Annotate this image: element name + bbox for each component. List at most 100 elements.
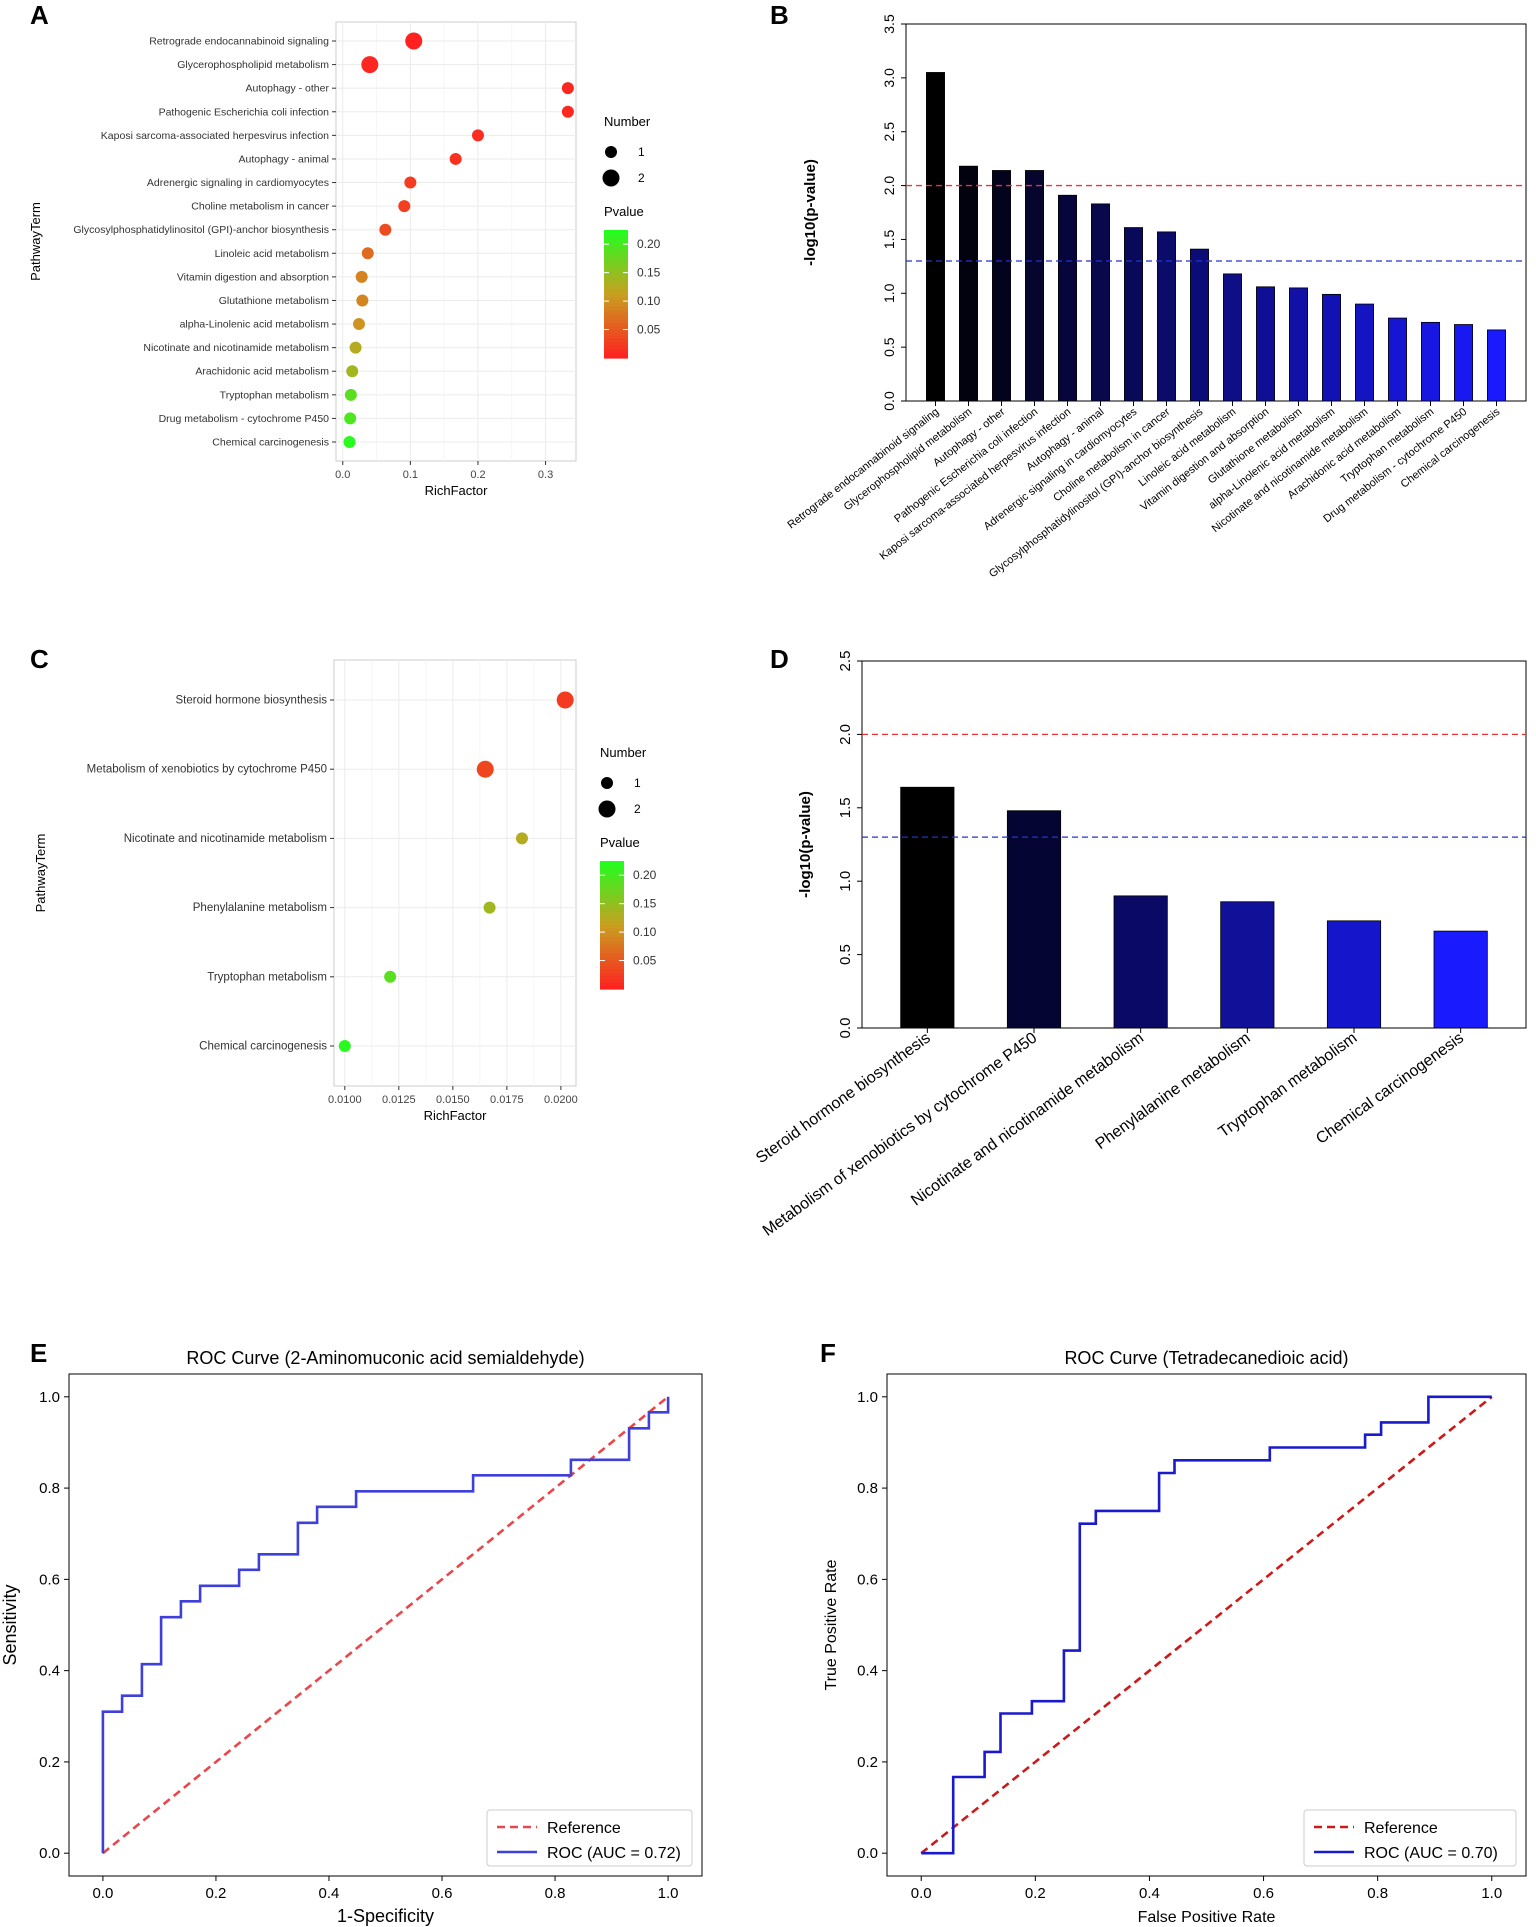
colorbar-segment [600,909,624,913]
colorbar-segment [604,300,628,305]
size-legend-label: 2 [638,171,645,185]
colorbar-segment [604,306,628,311]
panel-label-a: A [30,0,49,30]
colorbar-segment [604,322,628,327]
bubble-point [338,1040,351,1052]
bar [1058,194,1077,402]
pathway-term-label: Glycerophospholipid metabolism [177,59,329,71]
bar [1220,901,1275,1029]
y-tick-label: 0.6 [857,1571,878,1588]
bubble-point [471,129,484,142]
colorbar-tick-label: 0.05 [637,323,661,337]
y-tick-label: 0.8 [857,1480,878,1497]
x-tick-label: 1.0 [658,1885,679,1902]
y-tick-label: 0.5 [837,944,854,965]
y-tick-label: 0.0 [837,1018,854,1039]
x-tick-label: 0.2 [470,469,485,481]
y-tick-label: 0.5 [881,337,897,357]
colorbar-segment [604,258,628,263]
colorbar-segment [604,268,628,273]
y-tick-label: 0.2 [857,1754,878,1771]
x-tick-label: 0.0125 [382,1094,416,1106]
pathway-term-label: Tryptophan metabolism [207,971,327,983]
colorbar-segment [604,287,628,292]
colorbar-segment [600,899,624,904]
colorbar-segment [600,963,624,968]
pathway-term-label: Adrenergic signaling in cardiomyocytes [147,177,329,189]
colorbar-segment [604,316,628,321]
colorbar-segment [604,342,628,346]
x-category-label: Steroid hormone biosynthesis [753,1029,934,1167]
bar [1355,303,1374,402]
pathway-term-label: Nicotinate and nicotinamide metabolism [143,342,329,354]
panel-label-e: E [30,1338,47,1368]
bar [1113,895,1168,1029]
size-legend-title: Number [604,114,651,129]
pathway-term-label: Choline metabolism in cancer [191,201,329,213]
x-tick-label: 0.0200 [544,1094,578,1106]
colorbar-segment [600,957,624,961]
x-tick-label: 0.0100 [328,1094,362,1106]
legend-box [486,1809,693,1867]
y-tick-label: 0.4 [857,1663,878,1680]
bubble-point [483,901,496,914]
colorbar-segment [600,950,624,955]
x-tick-label: 0.0 [92,1885,113,1902]
colorbar-segment [604,326,628,330]
x-tick-label: 0.2 [1025,1885,1046,1902]
pathway-term-label: Chemical carcinogenesis [212,437,329,449]
x-tick-label: 0.8 [1367,1885,1388,1902]
bubble-point [344,388,357,401]
colorbar-segment [604,271,628,276]
colorbar-segment [600,864,624,868]
y-tick-label: 3.0 [881,68,897,88]
colorbar-segment [604,338,628,343]
y-tick-label: 1.0 [857,1389,878,1406]
pathway-term-label: Metabolism of xenobiotics by cytochrome … [87,764,327,776]
y-axis-title: Sensitivity [0,1584,20,1665]
colorbar-segment [604,281,628,285]
pathway-term-label: Autophagy - other [246,83,330,95]
colorbar-segment [604,294,628,298]
x-axis-title: RichFactor [425,483,489,498]
reference-diagonal-line [102,1395,669,1855]
pathway-term-label: Vitamin digestion and absorption [177,271,329,283]
bubble-point [361,56,379,74]
y-tick-label: 1.5 [837,797,854,818]
y-tick-label: 2.0 [837,724,854,745]
panel-c-bubble-chart: 0.0100 0.0125 0.0150 0.0175 0.0200 Steroid ho… [33,659,657,1123]
pathway-term-label: alpha-Linolenic acid metabolism [180,319,330,331]
y-tick-label: 0.0 [881,391,897,411]
bubble-point [352,318,365,331]
colorbar-segment [600,870,624,875]
panel-label-d: D [770,644,789,674]
y-axis-title: -log10(p-value) [797,791,814,898]
colorbar-segment [600,925,624,929]
colorbar-segment [600,947,624,952]
colorbar-segment [600,861,624,865]
colorbar-segment [604,242,628,247]
colorbar-segment [600,931,624,936]
bar [1025,170,1044,402]
plot-area [335,21,577,462]
colorbar-segment [600,889,624,894]
roc-curve-line [921,1395,1492,1855]
y-axis-title: PathwayTerm [28,202,43,281]
colorbar-segment [604,329,628,333]
colorbar-segment [600,982,624,987]
bar [1289,287,1308,402]
reference-diagonal-line [920,1395,1493,1855]
colorbar-segment [604,303,628,308]
plot-frame [886,1373,1527,1877]
bar [992,170,1011,402]
colorbar-segment [604,354,628,359]
colorbar-segment [600,944,624,948]
panel-label-b: B [770,0,789,30]
bubble-point [405,32,423,50]
bar [959,165,978,402]
bar [1487,329,1506,402]
colorbar-segment [604,249,628,253]
bar [1124,227,1143,402]
bubble-point [404,176,417,189]
